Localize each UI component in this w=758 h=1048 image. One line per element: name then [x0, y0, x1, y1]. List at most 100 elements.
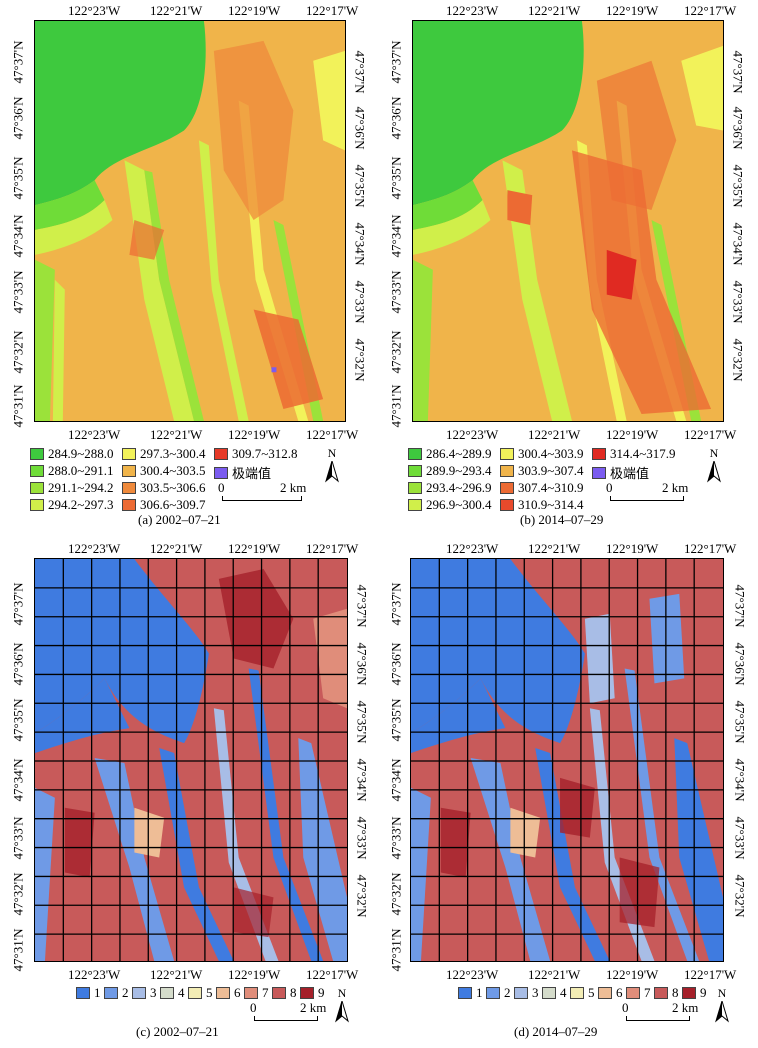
legend-label: 2 — [122, 985, 129, 1000]
legend-swatch — [122, 448, 136, 460]
legend-swatch — [122, 499, 136, 511]
legend-label: 8 — [290, 985, 297, 1000]
legend-label: 300.4~303.9 — [518, 446, 584, 461]
bottom-tick: 122°17'W — [684, 967, 737, 982]
legend-label: 293.4~296.9 — [426, 480, 492, 495]
top-tick: 122°23'W — [68, 541, 121, 556]
legend-label: 310.9~314.4 — [518, 497, 584, 512]
legend-item: 4 — [160, 985, 185, 1001]
legend-swatch — [458, 987, 472, 999]
scale-bar: 0 2 km — [218, 480, 318, 502]
legend-label: 284.9~288.0 — [48, 446, 114, 461]
left-tick: 47°34'N — [10, 214, 26, 258]
legend-swatch — [570, 987, 584, 999]
top-tick: 122°23'W — [446, 3, 499, 18]
legend-item: 5 — [570, 985, 595, 1001]
right-tick: 47°36'N — [730, 106, 746, 150]
north-arrow: N — [712, 986, 732, 1027]
legend-item: 309.7~312.8 — [214, 446, 298, 462]
left-tick: 47°32'N — [10, 872, 26, 916]
north-arrow: N — [704, 446, 724, 487]
bottom-tick: 122°23'W — [446, 967, 499, 982]
right-tick: 47°33'N — [354, 816, 370, 860]
bottom-tick: 122°17'W — [684, 427, 737, 442]
legend-label: 7 — [644, 985, 651, 1000]
legend-item: 极端值 — [214, 463, 271, 482]
right-tick: 47°37'N — [352, 50, 368, 94]
legend-label: 5 — [588, 985, 595, 1000]
top-tick: 122°19'W — [606, 541, 659, 556]
legend-swatch — [216, 987, 230, 999]
legend-label: 5 — [206, 985, 213, 1000]
legend-item: 9 — [300, 985, 325, 1001]
legend-swatch — [300, 987, 314, 999]
legend-label: 7 — [262, 985, 269, 1000]
top-tick: 122°23'W — [446, 541, 499, 556]
legend-label: 286.4~289.9 — [426, 446, 492, 461]
legend-item: 297.3~300.4 — [122, 446, 206, 462]
scale-zero-label: 0 — [218, 480, 225, 495]
scale-label: 2 km — [672, 1000, 699, 1015]
caption-b: (b) 2014–07–29 — [520, 512, 604, 527]
legend-label: 2 — [504, 985, 511, 1000]
right-tick: 47°33'N — [730, 280, 746, 324]
left-tick: 47°36'N — [388, 96, 404, 140]
top-tick: 122°23'W — [68, 3, 121, 18]
legend-label: 314.4~317.9 — [610, 446, 676, 461]
right-tick: 47°34'N — [354, 758, 370, 802]
legend-item: 310.9~314.4 — [500, 497, 584, 513]
legend-swatch — [500, 482, 514, 494]
legend-item: 296.9~300.4 — [408, 497, 492, 513]
legend-swatch — [626, 987, 640, 999]
legend-swatch — [408, 448, 422, 460]
left-tick: 47°35'N — [10, 698, 26, 742]
legend-item: 5 — [188, 985, 213, 1001]
legend-label: 8 — [672, 985, 679, 1000]
scale-bar: 0 2 km — [250, 1000, 330, 1022]
legend-label: 291.1~294.2 — [48, 480, 114, 495]
grade-map-2014 — [410, 558, 724, 962]
scale-label: 2 km — [662, 480, 689, 495]
legend-swatch — [514, 987, 528, 999]
legend-label: 309.7~312.8 — [232, 446, 298, 461]
legend-swatch — [682, 987, 696, 999]
legend-item: 8 — [654, 985, 679, 1001]
north-arrow-icon — [325, 459, 339, 483]
bottom-tick: 122°21'W — [150, 967, 203, 982]
legend-swatch — [104, 987, 118, 999]
right-tick: 47°34'N — [352, 222, 368, 266]
legend-swatch — [214, 466, 228, 479]
right-tick: 47°36'N — [732, 642, 748, 686]
top-tick: 122°17'W — [684, 3, 737, 18]
legend-item: 4 — [542, 985, 567, 1001]
legend-swatch — [500, 448, 514, 460]
legend-item: 2 — [486, 985, 511, 1001]
left-tick: 47°31'N — [10, 384, 26, 428]
legend-swatch — [598, 987, 612, 999]
scale-line — [222, 496, 302, 501]
legend-label: 9 — [700, 985, 707, 1000]
lst-map-2002-svg — [35, 21, 345, 421]
legend-swatch — [408, 482, 422, 494]
legend-swatch — [272, 987, 286, 999]
legend-swatch — [408, 465, 422, 477]
left-tick: 47°34'N — [388, 758, 404, 802]
top-tick: 122°19'W — [228, 541, 281, 556]
scale-bar: 0 2 km — [606, 480, 706, 502]
left-tick: 47°32'N — [388, 872, 404, 916]
grade-map-2002-svg — [35, 559, 347, 961]
left-tick: 47°37'N — [10, 40, 26, 84]
legend-label: 294.2~297.3 — [48, 497, 114, 512]
legend-swatch — [132, 987, 146, 999]
legend-label: 3 — [150, 985, 157, 1000]
legend-label: 6 — [234, 985, 241, 1000]
legend-label: 极端值 — [232, 466, 272, 481]
legend-label: 307.4~310.9 — [518, 480, 584, 495]
left-tick: 47°36'N — [388, 642, 404, 686]
legend-label: 297.3~300.4 — [140, 446, 206, 461]
legend-item: 8 — [272, 985, 297, 1001]
legend-item: 293.4~296.9 — [408, 480, 492, 496]
legend-item: 300.4~303.9 — [500, 446, 584, 462]
lst-map-2002 — [34, 20, 346, 422]
legend-label: 1 — [94, 985, 101, 1000]
